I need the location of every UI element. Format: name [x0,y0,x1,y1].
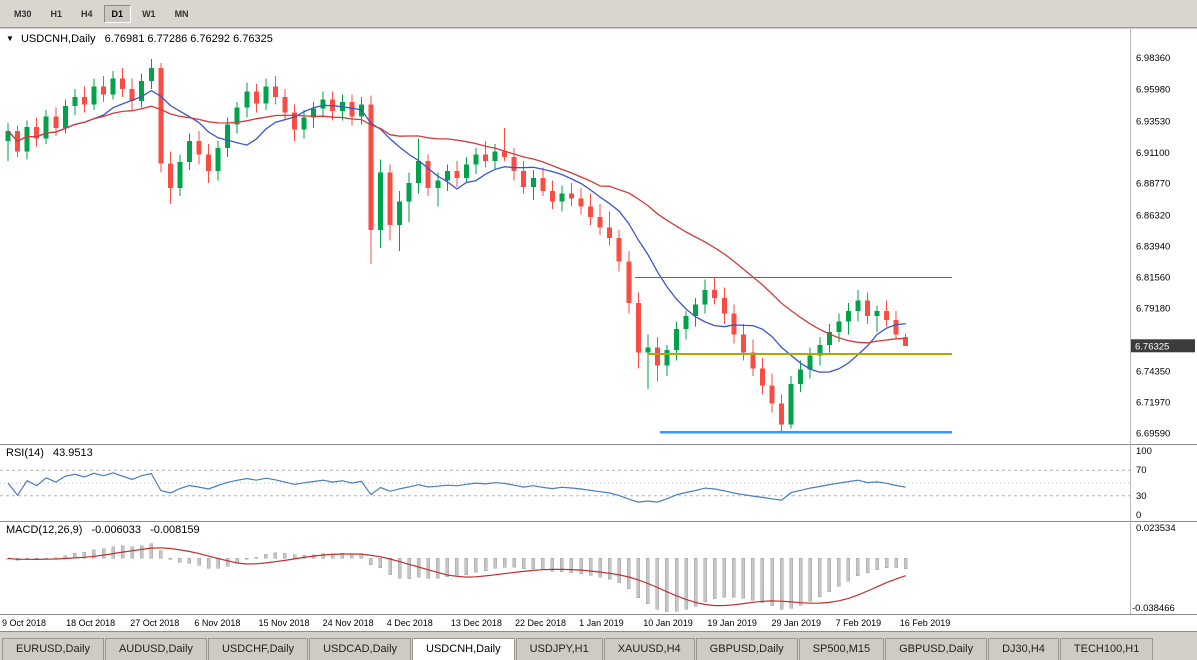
svg-text:0: 0 [1136,510,1141,521]
chart-tab-1-audusd-daily[interactable]: AUDUSD,Daily [104,638,207,660]
chart-tab-4-usdcnh-daily[interactable]: USDCNH,Daily [412,638,515,660]
svg-text:22 Dec 2018: 22 Dec 2018 [515,618,566,628]
svg-text:6.76325: 6.76325 [1135,341,1169,352]
ma-fast-line [7,89,906,373]
chart-tab-2-usdchf-daily[interactable]: USDCHF,Daily [207,638,309,660]
svg-text:1 Jan 2019: 1 Jan 2019 [579,618,624,628]
rsi-panel: 100 70 30 0 [0,446,1152,521]
chart-tab-6-xauusd-h4[interactable]: XAUUSD,H4 [603,638,695,660]
chart-tab-7-gbpusd-daily[interactable]: GBPUSD,Daily [695,638,798,660]
svg-text:16 Feb 2019: 16 Feb 2019 [900,618,951,628]
timeframe-button-d1[interactable]: D1 [103,4,132,23]
chart-tab-9-gbpusd-daily[interactable]: GBPUSD,Daily [885,638,988,660]
svg-text:24 Nov 2018: 24 Nov 2018 [323,618,374,628]
chart-tab-10-dj30-h4[interactable]: DJ30,H4 [988,638,1059,660]
macd-scale-top: 0.023534 [1136,523,1176,534]
svg-text:100: 100 [1136,446,1152,457]
svg-text:6.93530: 6.93530 [1136,116,1170,127]
svg-text:6.86320: 6.86320 [1136,210,1170,221]
chart-tab-11-tech100-h1[interactable]: TECH100,H1 [1059,638,1154,660]
symbol-dropdown-icon[interactable]: ▼ [6,34,14,43]
chart-tab-bar: EURUSD,Daily AUDUSD,Daily USDCHF,Daily USDC… [0,631,1197,660]
svg-text:19 Jan 2019: 19 Jan 2019 [707,618,757,628]
svg-text:6.81560: 6.81560 [1136,272,1170,283]
svg-text:6.79180: 6.79180 [1136,304,1170,315]
timeframe-button-w1[interactable]: W1 [142,8,156,19]
macd-panel: 0.023534 -0.038466 [6,523,1176,614]
macd-histogram [6,543,908,613]
svg-text:9 Oct 2018: 9 Oct 2018 [2,618,46,628]
chart-tab-5-usdjpy-h1[interactable]: USDJPY,H1 [515,638,603,660]
svg-text:70: 70 [1136,465,1147,476]
timeframe-button-mn[interactable]: MN [174,8,189,19]
svg-text:27 Oct 2018: 27 Oct 2018 [130,618,179,628]
chart-canvas[interactable]: 6.98360 6.95980 6.93530 6.91100 6.88770 6.863… [0,29,1197,631]
chart-tab-0-eurusd-daily[interactable]: EURUSD,Daily [2,638,104,660]
timeframe-button-m30[interactable]: M30 [14,8,32,19]
svg-text:6.83940: 6.83940 [1136,241,1170,252]
price-scale[interactable]: 6.98360 6.95980 6.93530 6.91100 6.88770 6.863… [1136,53,1170,439]
svg-text:7 Feb 2019: 7 Feb 2019 [836,618,882,628]
svg-text:6.88770: 6.88770 [1136,178,1170,189]
svg-text:6.74350: 6.74350 [1136,367,1170,378]
rsi-line [7,472,906,503]
panel-separators [0,29,1197,615]
horizontal-object-lines[interactable] [635,276,952,434]
macd-signal-line [7,547,906,607]
svg-text:13 Dec 2018: 13 Dec 2018 [451,618,502,628]
svg-text:6.91100: 6.91100 [1136,148,1170,159]
svg-text:4 Dec 2018: 4 Dec 2018 [387,618,433,628]
timeframe-button-h4[interactable]: H4 [81,8,93,19]
svg-text:6.71970: 6.71970 [1136,398,1170,409]
candlestick-series [5,59,909,434]
svg-text:30: 30 [1136,491,1147,502]
chart-tab-3-usdcad-daily[interactable]: USDCAD,Daily [309,638,412,660]
timeframe-toolbar: M30 H1 H4 D1 W1 MN [0,0,1197,28]
timeframe-button-h1[interactable]: H1 [50,8,63,19]
svg-text:6 Nov 2018: 6 Nov 2018 [194,618,240,628]
chart-tab-8-sp500-m15[interactable]: SP500,M15 [798,638,885,660]
svg-text:6.98360: 6.98360 [1136,53,1170,64]
svg-text:6.69590: 6.69590 [1136,429,1170,440]
svg-text:10 Jan 2019: 10 Jan 2019 [643,618,693,628]
ma-slow-line [7,105,906,344]
current-price-tag: 6.76325 [1131,339,1195,353]
svg-text:18 Oct 2018: 18 Oct 2018 [66,618,115,628]
svg-text:15 Nov 2018: 15 Nov 2018 [258,618,309,628]
macd-scale-bottom: -0.038466 [1132,603,1175,614]
svg-text:29 Jan 2019: 29 Jan 2019 [771,618,821,628]
svg-text:6.95980: 6.95980 [1136,84,1170,95]
date-axis[interactable]: 9 Oct 2018 18 Oct 2018 27 Oct 2018 6 Nov 20… [2,618,950,628]
price-chart-svg: 6.98360 6.95980 6.93530 6.91100 6.88770 6.863… [0,29,1197,628]
